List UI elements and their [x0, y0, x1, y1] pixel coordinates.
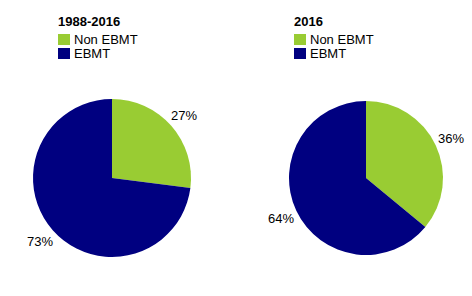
slices — [33, 99, 191, 257]
legend-label: EBMT — [310, 46, 346, 61]
legend-swatch — [294, 48, 306, 59]
legend: Non EBMTEBMT — [294, 32, 374, 61]
legend: Non EBMTEBMT — [58, 32, 138, 61]
pie-slice — [33, 99, 190, 257]
chart-title: 2016 — [294, 14, 323, 29]
chart-title: 1988-2016 — [58, 14, 120, 29]
data-label: 73% — [27, 234, 53, 249]
data-label: 64% — [268, 211, 294, 226]
legend-label: Non EBMT — [74, 32, 138, 47]
legend-label: Non EBMT — [310, 32, 374, 47]
legend-swatch — [294, 34, 306, 45]
legend-swatch — [58, 34, 70, 45]
pie-panel: 2016 Non EBMTEBMT 36% 64% — [268, 14, 465, 255]
legend-label: EBMT — [74, 46, 110, 61]
chart-canvas: 1988-2016Non EBMTEBMT27%73%2016Non EBMTE… — [0, 0, 472, 296]
data-label: 36% — [438, 131, 464, 146]
slices — [289, 101, 443, 255]
legend-swatch — [58, 48, 70, 59]
data-label: 27% — [171, 108, 197, 123]
pie-panel: 1988-2016 Non EBMTEBMT 27% 73% — [27, 14, 197, 257]
pie-slice — [289, 101, 425, 255]
